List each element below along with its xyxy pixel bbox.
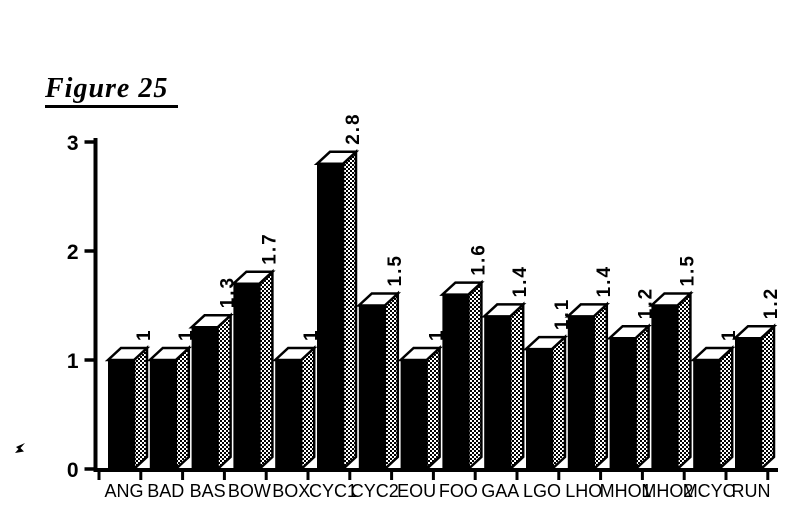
bar-side-face xyxy=(592,301,609,472)
bar-value-label: 1.6 xyxy=(468,243,489,275)
bar-side-face xyxy=(425,345,441,472)
bar-side-face xyxy=(216,312,232,472)
x-tick-label: BAD xyxy=(147,481,184,501)
bar-group xyxy=(690,345,736,472)
bar-value-label: 1.2 xyxy=(761,287,782,319)
x-tick-label: GAA xyxy=(481,481,519,501)
bar-value-label: 1.4 xyxy=(510,265,531,297)
x-tick-label: RUN xyxy=(732,481,771,501)
bar-value-label: 1.4 xyxy=(594,265,615,297)
bar-group xyxy=(146,345,192,472)
x-tick-label: LGO xyxy=(523,481,561,501)
bar-group xyxy=(606,323,652,472)
y-tick-label: 0 xyxy=(67,459,79,482)
x-tick-label: MHO1 xyxy=(600,481,652,501)
bar-group xyxy=(731,323,778,472)
bar-value-label: 1 xyxy=(719,328,740,341)
bar-group xyxy=(272,345,318,472)
bar-value-label: 1.1 xyxy=(552,298,573,330)
bar-side-face xyxy=(299,345,316,472)
x-tick-label: MHO2 xyxy=(641,481,693,501)
x-tick-label: ANG xyxy=(104,481,143,501)
bar-value-label: 1 xyxy=(176,328,197,341)
bar-front-face xyxy=(442,294,469,469)
bar-value-label: 1 xyxy=(301,328,322,341)
bar-value-label: 1.5 xyxy=(385,254,406,286)
bar-value-label: 1.3 xyxy=(218,276,239,308)
bar-value-label: 1 xyxy=(427,328,448,341)
bar-group xyxy=(439,279,485,472)
stray-ink-mark xyxy=(15,443,25,453)
x-tick-label: BOX xyxy=(272,481,310,501)
bar-value-label: 1.5 xyxy=(677,254,698,286)
bar-side-face xyxy=(634,323,650,472)
bar-side-face xyxy=(508,301,525,472)
bar-side-face xyxy=(383,290,400,472)
bars-group xyxy=(104,148,778,472)
bar-group xyxy=(397,345,443,472)
bar-side-face xyxy=(341,148,358,472)
y-tick-label: 3 xyxy=(67,132,79,155)
bar-front-face xyxy=(400,360,427,469)
x-tick-label: BOW xyxy=(228,481,271,501)
x-tick-label: EOU xyxy=(397,481,436,501)
figure-title: Figure 25 xyxy=(45,74,179,109)
bar-group xyxy=(564,301,610,472)
bar-side-face xyxy=(174,345,191,472)
y-tick-label: 2 xyxy=(67,241,79,264)
bar-group xyxy=(522,334,569,472)
bar-side-face xyxy=(759,323,776,472)
bar-group xyxy=(648,290,694,472)
bar-group xyxy=(355,290,401,472)
bar-front-face xyxy=(191,327,218,469)
bar-group xyxy=(188,312,234,472)
bar-side-face xyxy=(132,345,149,472)
y-tick-label: 1 xyxy=(67,350,79,373)
bar-front-face xyxy=(735,338,761,469)
bar-group xyxy=(104,345,151,472)
x-tick-label: BAS xyxy=(190,481,226,501)
x-tick-label: FOO xyxy=(439,481,478,501)
bar-value-label: 1.2 xyxy=(636,287,657,319)
bar-front-face xyxy=(609,338,636,469)
bar-front-face xyxy=(358,305,385,469)
x-tick-label: MCYC xyxy=(683,481,736,501)
bar-front-face xyxy=(567,316,594,469)
axes-group xyxy=(84,138,778,480)
bar-front-face xyxy=(693,360,720,469)
bar-side-face xyxy=(717,345,734,472)
labels-group: 0 1 2 3 1 ANG 1 BAD 1.3 BAS 1.7 BOW 1 BOX 2.8 CYC1 1.5 CY… xyxy=(67,112,782,501)
bar-value-label: 2.8 xyxy=(343,112,364,144)
bar-front-face xyxy=(651,305,678,469)
x-tick-label: LHO xyxy=(565,481,602,501)
bar-group xyxy=(230,268,276,472)
bar-front-face xyxy=(275,360,302,469)
bar-front-face xyxy=(484,316,511,469)
bar-value-label: 1 xyxy=(134,328,155,341)
bar-value-label: 1.7 xyxy=(259,232,280,264)
bar-group xyxy=(313,148,360,472)
bar-group xyxy=(481,301,527,472)
bar-side-face xyxy=(676,290,692,472)
x-tick-label: CYC2 xyxy=(351,481,399,501)
bar-front-face xyxy=(526,349,552,469)
bar-front-face xyxy=(108,360,134,469)
x-tick-label: CYC1 xyxy=(309,481,357,501)
bar-side-face xyxy=(550,334,567,472)
bar-side-face xyxy=(258,268,274,472)
bar-side-face xyxy=(467,279,483,472)
bar-front-face xyxy=(149,360,176,469)
bar-front-face xyxy=(317,163,343,470)
bar-front-face xyxy=(233,283,260,469)
